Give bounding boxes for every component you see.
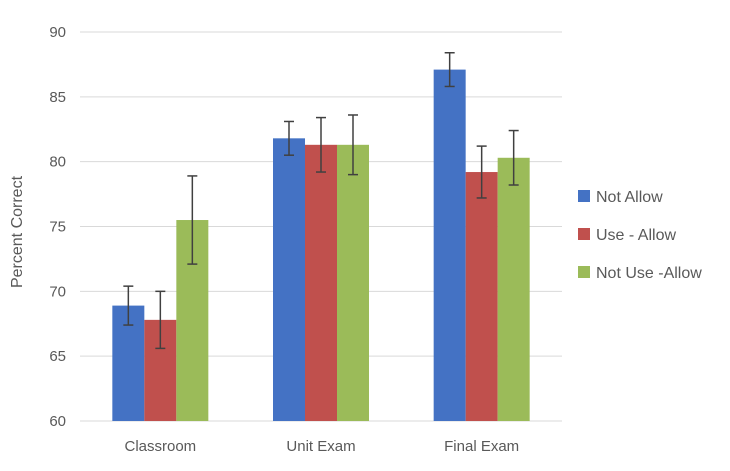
bar — [465, 172, 498, 421]
y-tick-label: 80 — [49, 154, 66, 171]
y-tick-label: 90 — [49, 24, 66, 41]
legend-label: Not Use -Allow — [596, 265, 702, 282]
legend-swatch — [578, 266, 590, 278]
error-bar — [155, 290, 166, 350]
error-bar — [123, 285, 134, 326]
legend-label: Use - Allow — [596, 227, 676, 244]
error-bar — [187, 175, 198, 265]
y-tick-labels: 60 65 70 75 80 85 90 — [49, 24, 66, 430]
y-tick-label: 85 — [49, 89, 66, 106]
y-tick-label: 65 — [49, 348, 66, 365]
x-category-label: Final Exam — [444, 438, 519, 455]
y-axis-title: Percent Correct — [9, 175, 26, 288]
legend-swatch — [578, 228, 590, 240]
x-category-label: Unit Exam — [286, 438, 355, 455]
bar — [273, 138, 305, 421]
x-category-label: Classroom — [124, 438, 196, 455]
error-bar — [476, 145, 487, 199]
legend: Not Allow Use - Allow Not Use -Allow — [578, 189, 702, 282]
bar — [305, 144, 337, 421]
bar — [433, 69, 466, 421]
error-bars — [123, 51, 519, 350]
error-bar — [316, 116, 326, 173]
y-tick-label: 60 — [49, 413, 66, 430]
category-labels: Classroom Unit Exam Final Exam — [124, 438, 519, 455]
error-bar — [348, 114, 358, 176]
legend-item: Not Allow — [578, 189, 663, 206]
bar — [337, 144, 369, 421]
error-bar — [444, 51, 455, 88]
legend-item: Use - Allow — [578, 227, 676, 244]
y-tick-label: 75 — [49, 219, 66, 236]
y-tick-label: 70 — [49, 283, 66, 300]
legend-label: Not Allow — [596, 189, 663, 206]
legend-item: Not Use -Allow — [578, 265, 702, 282]
error-bar — [284, 120, 294, 156]
bar — [497, 157, 530, 421]
legend-swatch — [578, 190, 590, 202]
error-bar — [508, 129, 519, 186]
